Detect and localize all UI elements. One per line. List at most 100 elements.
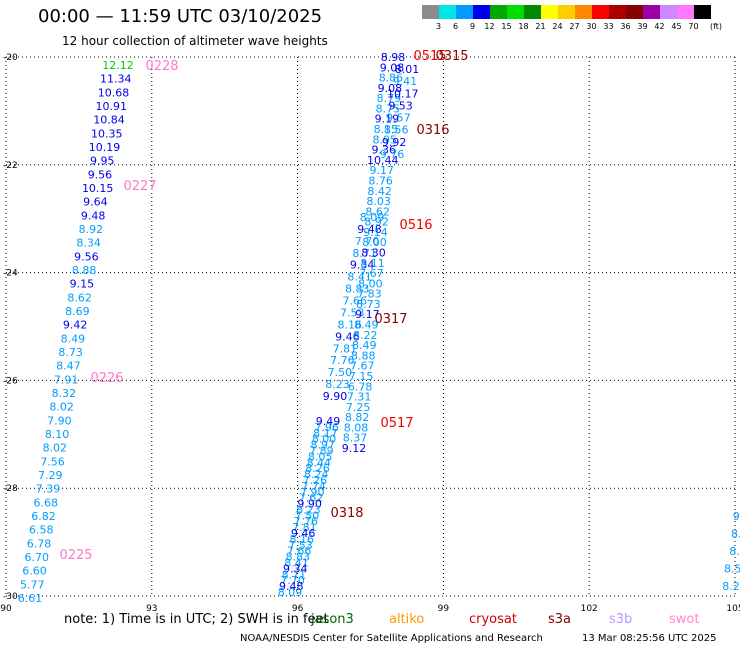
track-date-label: 0228	[145, 59, 178, 74]
longitude-tick-label: 102	[581, 604, 598, 614]
wave-height-value: 11.34	[100, 73, 132, 86]
longitude-tick-label: 93	[146, 604, 157, 614]
satellite-legend-item: jason3	[311, 612, 354, 627]
wave-height-value: 8.	[729, 545, 740, 558]
wave-height-value: 7.31	[347, 391, 372, 404]
wave-height-value: 8.02	[49, 401, 74, 414]
wave-height-value: 8.23	[325, 378, 350, 391]
color-scale-label: 70	[688, 22, 699, 31]
color-scale-label: 12	[484, 22, 495, 31]
wave-height-value: 8.32	[52, 387, 77, 400]
wave-height-value: 8.71	[352, 247, 377, 260]
wave-height-value: 8.5	[724, 563, 740, 576]
color-scale-label: 45	[671, 22, 682, 31]
latitude-tick-label: -20	[3, 53, 18, 63]
wave-height-value: 9.08	[380, 61, 405, 74]
wave-height-value: 7.81	[333, 342, 358, 355]
color-scale-label: 3	[435, 22, 442, 31]
color-scale-swatch	[643, 5, 660, 19]
color-scale-swatch	[609, 5, 626, 19]
color-scale-swatch	[575, 5, 592, 19]
wave-height-value: 8.73	[58, 346, 83, 359]
wave-height-value: 8.88	[72, 264, 97, 277]
wave-height-value: 7.67	[350, 360, 375, 373]
wave-height-value: 9.14	[363, 226, 388, 239]
wave-height-value: 8.71	[282, 568, 307, 581]
map-axis-ticks: 90 -20 93 -22 96 -24 99 -26 102 -28 105 -30	[0, 53, 740, 614]
color-scale-swatch	[524, 5, 541, 19]
wave-height-value: 8.41	[347, 271, 372, 284]
track-date-label: 0316	[416, 123, 449, 138]
wave-height-value: 10.68	[98, 86, 130, 99]
wave-height-value: 6.61	[18, 592, 43, 605]
wave-height-value: 8.24	[304, 468, 329, 481]
color-scale-label: 21	[535, 22, 546, 31]
latitude-tick-label: -28	[3, 484, 18, 494]
track-date-label: 0227	[123, 179, 156, 194]
map-title: 00:00 — 11:59 UTC 03/10/2025	[38, 6, 323, 27]
wave-height-value: 9.36	[372, 144, 397, 157]
wave-height-value: 7.90	[300, 486, 325, 499]
color-scale-label: 6	[452, 22, 459, 31]
wave-height-value: 8.11	[360, 257, 385, 270]
wave-height-value: 5.77	[20, 578, 45, 591]
wave-height-value: 7.96	[314, 421, 339, 434]
wave-height-value: 9.95	[90, 155, 115, 168]
wave-height-value: 8.34	[76, 237, 101, 250]
color-scale-label: 9	[469, 22, 476, 31]
longitude-tick-label: 90	[0, 604, 12, 614]
latitude-tick-label: -26	[3, 376, 18, 386]
wave-height-value: 8.00	[362, 236, 387, 249]
wave-height-value: 8.73	[356, 298, 381, 311]
wave-height-value: 7.50	[328, 366, 353, 379]
track-date-label: 0517	[380, 416, 413, 431]
wave-height-value: 7.76	[330, 354, 355, 367]
wave-height-value: 9.56	[88, 168, 113, 181]
wave-height-value: 7.56	[40, 455, 65, 468]
color-scale-label: 18	[518, 22, 529, 31]
wave-height-value: 8.83	[286, 551, 311, 564]
color-scale-label: 33	[603, 22, 614, 31]
color-scale-swatch	[677, 5, 694, 19]
wave-height-value: 9.48	[81, 209, 106, 222]
wave-height-value: 9.08	[378, 82, 403, 95]
wave-height-value: 8.79	[377, 92, 402, 105]
wave-height-value: 10.91	[95, 100, 127, 113]
wave-height-value: 8.09	[278, 586, 303, 599]
map-grid	[5, 56, 736, 597]
track-date-label: 0516	[399, 218, 432, 233]
color-scale-swatch	[456, 5, 473, 19]
wave-height-value: 9.48	[279, 580, 304, 593]
wave-height-value: 9.57	[386, 112, 411, 125]
wave-height-value: 8.97	[311, 439, 336, 452]
wave-height-value: 8.62	[365, 205, 390, 218]
wave-height-value: 8.	[731, 528, 740, 541]
credit-line: NOAA/NESDIS Center for Satellite Applica…	[240, 633, 543, 644]
wave-height-value: 8.01	[395, 63, 420, 76]
color-scale-label: 15	[501, 22, 512, 31]
satellite-legend-item: swot	[669, 612, 700, 627]
wave-height-value: 8.49	[61, 332, 86, 345]
color-scale-label: 36	[620, 22, 631, 31]
color-scale-swatch	[592, 5, 609, 19]
color-scale-swatch	[694, 5, 711, 19]
track-date-label: 0315	[435, 49, 468, 64]
track-date-label: 0226	[90, 371, 123, 386]
wave-height-value: 8.82	[345, 411, 370, 424]
longitude-tick-label: 105	[726, 604, 740, 614]
color-scale-swatch	[541, 5, 558, 19]
wave-height-value: 10.17	[387, 87, 419, 100]
wave-height-value: 10.44	[367, 154, 399, 167]
wave-height-value: 10.35	[91, 127, 123, 140]
wave-height-value: 9.17	[355, 308, 380, 321]
wave-height-value: 6.68	[34, 496, 59, 509]
wave-height-value: 8.30	[361, 247, 386, 260]
wave-height-value: 7.39	[36, 483, 61, 496]
wave-height-value: 8.62	[67, 291, 92, 304]
color-scale-swatch	[439, 5, 456, 19]
wave-height-value: 9.34	[283, 562, 308, 575]
wave-height-value: 8.86	[379, 72, 404, 85]
color-scale-swatch	[660, 5, 677, 19]
